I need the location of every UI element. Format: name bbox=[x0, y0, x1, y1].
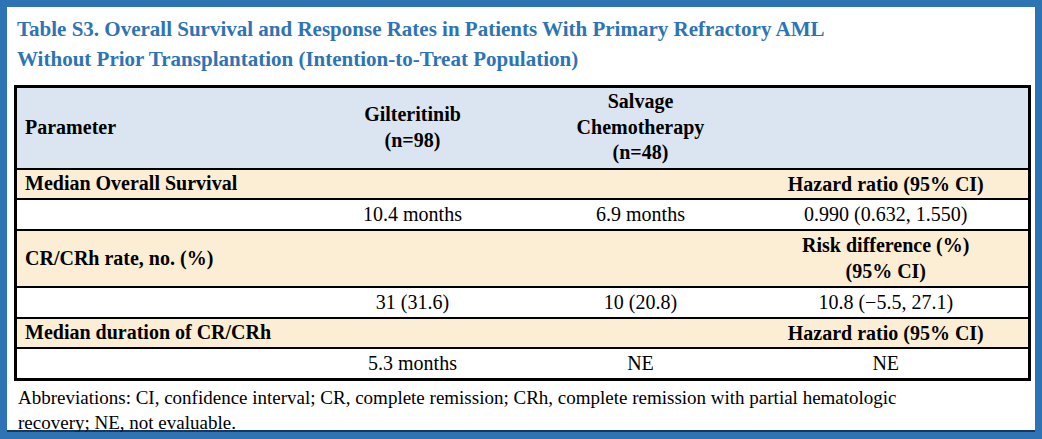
page-frame: Table S3. Overall Survival and Response … bbox=[0, 0, 1042, 439]
column-header-salvage-chemotherapy: Salvage Chemotherapy (n=48) bbox=[538, 86, 744, 169]
stat-header: Hazard ratio (95% CI) bbox=[744, 169, 1030, 199]
table-title: Table S3. Overall Survival and Response … bbox=[17, 15, 1023, 75]
abbreviations-footnote: Abbreviations: CI, confidence interval; … bbox=[18, 386, 1023, 435]
section-row-overall-survival: Median Overall Survival Hazard ratio (95… bbox=[16, 169, 1030, 199]
section-label: CR/CRh rate, no. (%) bbox=[16, 230, 744, 287]
section-label: Median duration of CR/CRh bbox=[16, 318, 744, 348]
stat-header: Risk difference (%) (95% CI) bbox=[744, 230, 1030, 287]
section-row-cr-crh-rate: CR/CRh rate, no. (%) Risk difference (%)… bbox=[16, 230, 1030, 287]
column-header-gilteritinib: Gilteritinib (n=98) bbox=[288, 86, 538, 169]
value-cell: 5.3 months bbox=[288, 348, 538, 380]
values-row-overall-survival: 10.4 months 6.9 months 0.990 (0.632, 1.5… bbox=[16, 199, 1030, 230]
survival-response-table: Parameter Gilteritinib (n=98) Salvage Ch… bbox=[14, 85, 1031, 382]
values-row-cr-crh-rate: 31 (31.6) 10 (20.8) 10.8 (−5.5, 27.1) bbox=[16, 287, 1030, 318]
section-label: Median Overall Survival bbox=[16, 169, 744, 199]
empty-cell bbox=[16, 199, 288, 230]
value-cell: 10.4 months bbox=[288, 199, 538, 230]
value-cell: 10 (20.8) bbox=[538, 287, 744, 318]
table-header-row: Parameter Gilteritinib (n=98) Salvage Ch… bbox=[16, 86, 1030, 169]
empty-cell bbox=[16, 287, 288, 318]
value-cell: NE bbox=[538, 348, 744, 380]
column-header-parameter: Parameter bbox=[16, 86, 288, 169]
value-cell: NE bbox=[744, 348, 1030, 380]
values-row-duration-cr-crh: 5.3 months NE NE bbox=[16, 348, 1030, 380]
stat-header: Hazard ratio (95% CI) bbox=[744, 318, 1030, 348]
value-cell: 31 (31.6) bbox=[288, 287, 538, 318]
value-cell: 0.990 (0.632, 1.550) bbox=[744, 199, 1030, 230]
empty-cell bbox=[16, 348, 288, 380]
value-cell: 6.9 months bbox=[538, 199, 744, 230]
value-cell: 10.8 (−5.5, 27.1) bbox=[744, 287, 1030, 318]
column-header-comparison bbox=[744, 86, 1030, 169]
section-row-duration-cr-crh: Median duration of CR/CRh Hazard ratio (… bbox=[16, 318, 1030, 348]
